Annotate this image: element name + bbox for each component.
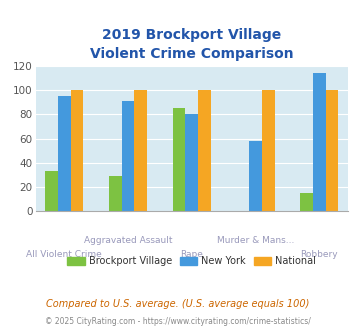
Bar — [134, 90, 147, 211]
Legend: Brockport Village, New York, National: Brockport Village, New York, National — [64, 252, 320, 270]
Text: Aggravated Assault: Aggravated Assault — [84, 236, 172, 245]
Text: Rape: Rape — [180, 250, 203, 259]
Bar — [58, 96, 71, 211]
Bar — [262, 90, 274, 211]
Bar — [313, 73, 326, 211]
Bar — [71, 90, 83, 211]
Bar — [121, 101, 134, 211]
Text: Murder & Mans...: Murder & Mans... — [217, 236, 294, 245]
Text: All Violent Crime: All Violent Crime — [26, 250, 102, 259]
Bar — [109, 176, 121, 211]
Bar — [185, 115, 198, 211]
Title: 2019 Brockport Village
Violent Crime Comparison: 2019 Brockport Village Violent Crime Com… — [90, 28, 294, 61]
Bar — [326, 90, 338, 211]
Text: Robbery: Robbery — [300, 250, 338, 259]
Bar — [249, 141, 262, 211]
Text: Compared to U.S. average. (U.S. average equals 100): Compared to U.S. average. (U.S. average … — [46, 299, 309, 309]
Bar — [45, 171, 58, 211]
Bar — [300, 193, 313, 211]
Bar — [173, 108, 185, 211]
Bar — [198, 90, 211, 211]
Text: © 2025 CityRating.com - https://www.cityrating.com/crime-statistics/: © 2025 CityRating.com - https://www.city… — [45, 317, 310, 326]
